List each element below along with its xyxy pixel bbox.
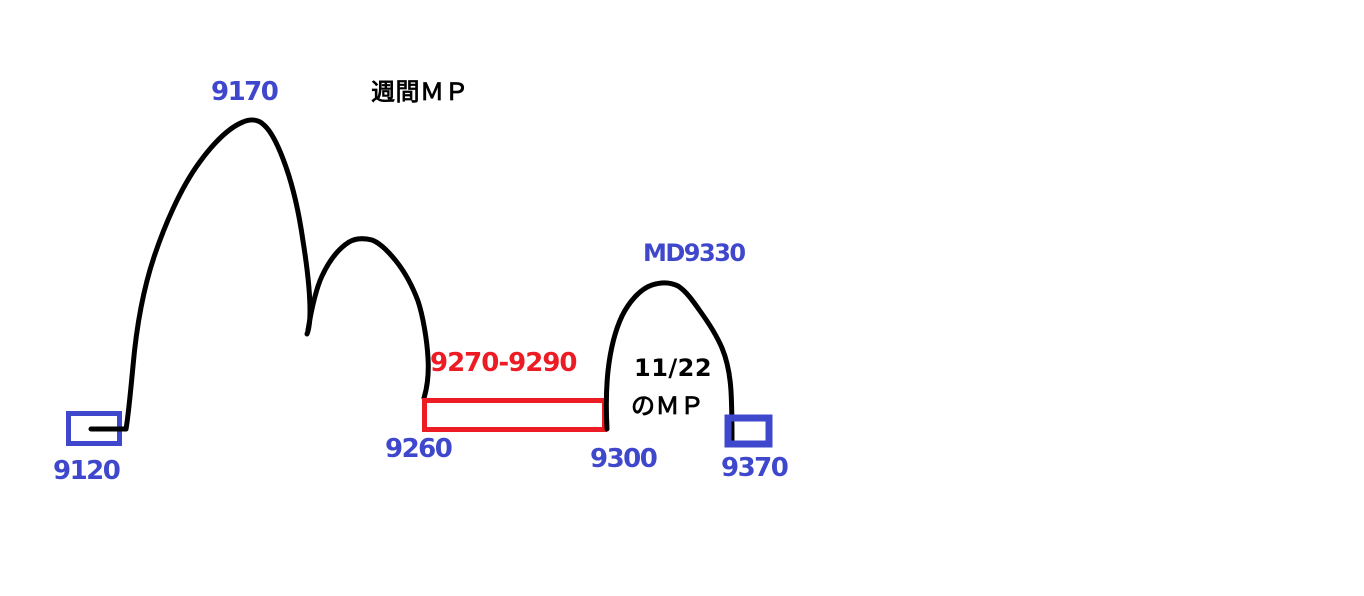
red-range-box — [422, 398, 607, 432]
label-left-box-level: 9120 — [53, 456, 121, 486]
label-right-box-level: 9370 — [721, 453, 789, 483]
label-resistance-range: 9270-9290 — [430, 348, 578, 378]
label-md-level: MD9330 — [643, 239, 746, 267]
label-session-mp: のＭＰ — [631, 392, 705, 420]
middle-hump-curve — [305, 236, 431, 401]
label-range-low: 9260 — [385, 434, 453, 464]
label-session-date: 11/22 — [634, 354, 713, 382]
third-peak-curve — [603, 280, 735, 444]
label-peak-high: 9170 — [211, 77, 279, 107]
label-range-high: 9300 — [590, 444, 658, 474]
right-blue-box — [724, 414, 773, 448]
label-weekly-mp-title: 週間ＭＰ — [371, 78, 469, 106]
first-peak-curve — [123, 117, 313, 432]
